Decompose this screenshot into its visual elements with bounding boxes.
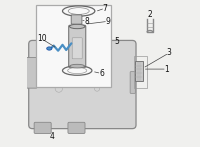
Ellipse shape	[69, 24, 85, 29]
FancyBboxPatch shape	[68, 122, 85, 133]
Text: 2: 2	[148, 10, 152, 19]
Circle shape	[107, 52, 111, 56]
Circle shape	[78, 52, 81, 56]
Text: 6: 6	[99, 69, 104, 78]
FancyBboxPatch shape	[36, 5, 111, 87]
FancyBboxPatch shape	[135, 61, 143, 81]
Text: 9: 9	[106, 17, 111, 26]
Circle shape	[48, 52, 52, 56]
FancyBboxPatch shape	[26, 57, 37, 88]
FancyBboxPatch shape	[69, 25, 86, 67]
Text: 7: 7	[103, 4, 108, 13]
Ellipse shape	[47, 47, 52, 50]
FancyBboxPatch shape	[29, 40, 136, 129]
Text: 10: 10	[37, 34, 47, 44]
FancyBboxPatch shape	[130, 72, 135, 93]
Text: 4: 4	[50, 132, 55, 141]
FancyBboxPatch shape	[72, 38, 82, 59]
Ellipse shape	[62, 45, 75, 50]
FancyBboxPatch shape	[34, 122, 51, 133]
Ellipse shape	[70, 64, 85, 68]
FancyBboxPatch shape	[71, 15, 82, 24]
Text: 1: 1	[165, 65, 169, 74]
Text: 8: 8	[84, 17, 89, 26]
Text: 5: 5	[114, 37, 119, 46]
Text: 3: 3	[167, 48, 172, 57]
